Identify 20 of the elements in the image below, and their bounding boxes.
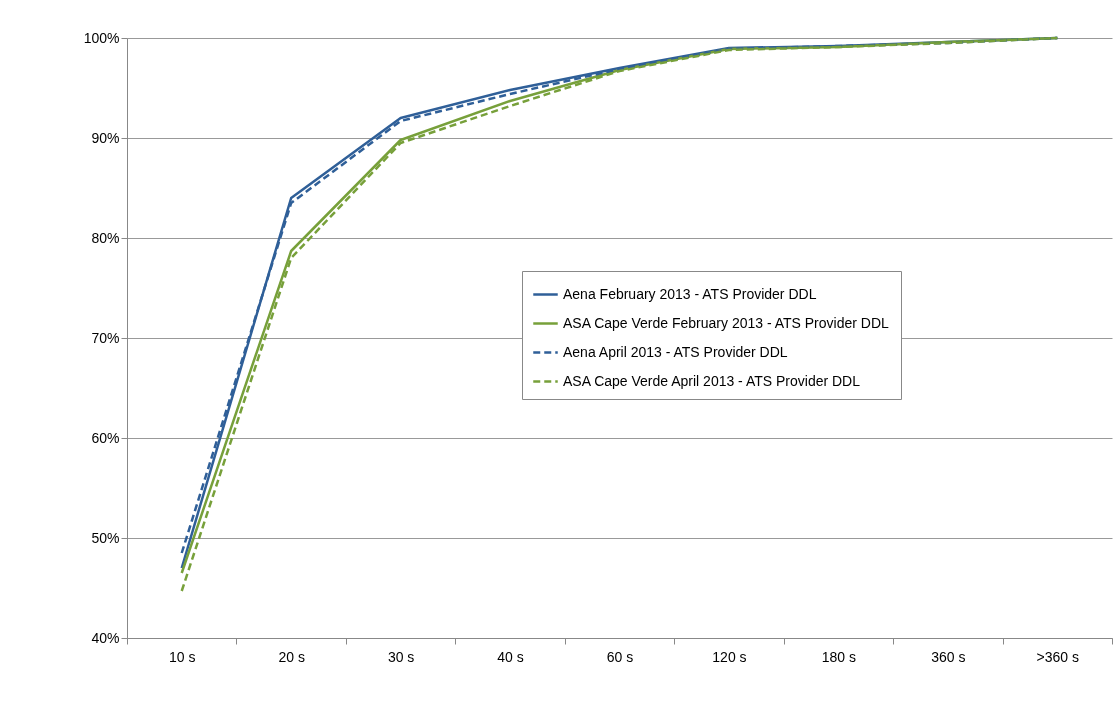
x-tick-label: 120 s: [712, 648, 747, 665]
legend-label: ASA Cape Verde April 2013 - ATS Provider DDL: [563, 372, 861, 389]
x-tick-label: 40 s: [497, 648, 524, 665]
x-tick-label: 10 s: [168, 648, 196, 665]
x-tick-label: 30 s: [387, 648, 415, 665]
y-tick-label: 60%: [91, 429, 120, 446]
legend-label: Aena April 2013 - ATS Provider DDL: [563, 343, 788, 360]
y-tick-label: 50%: [91, 529, 120, 546]
y-tick-label: 100%: [83, 29, 120, 46]
y-tick-label: 80%: [91, 229, 120, 246]
x-tick-label: 60 s: [606, 648, 634, 665]
x-tick-label: 360 s: [931, 648, 966, 665]
x-tick-label: 180 s: [821, 648, 857, 665]
x-tick-label: 20 s: [278, 648, 305, 665]
legend-label: Aena February 2013 - ATS Provider DDL: [563, 285, 817, 302]
legend-label: ASA Cape Verde February 2013 - ATS Provider DDL: [563, 314, 890, 331]
y-tick-label: 40%: [91, 629, 120, 646]
x-tick-label: >360 s: [1036, 648, 1079, 665]
y-tick-label: 90%: [91, 129, 120, 146]
y-tick-label: 70%: [91, 329, 120, 346]
